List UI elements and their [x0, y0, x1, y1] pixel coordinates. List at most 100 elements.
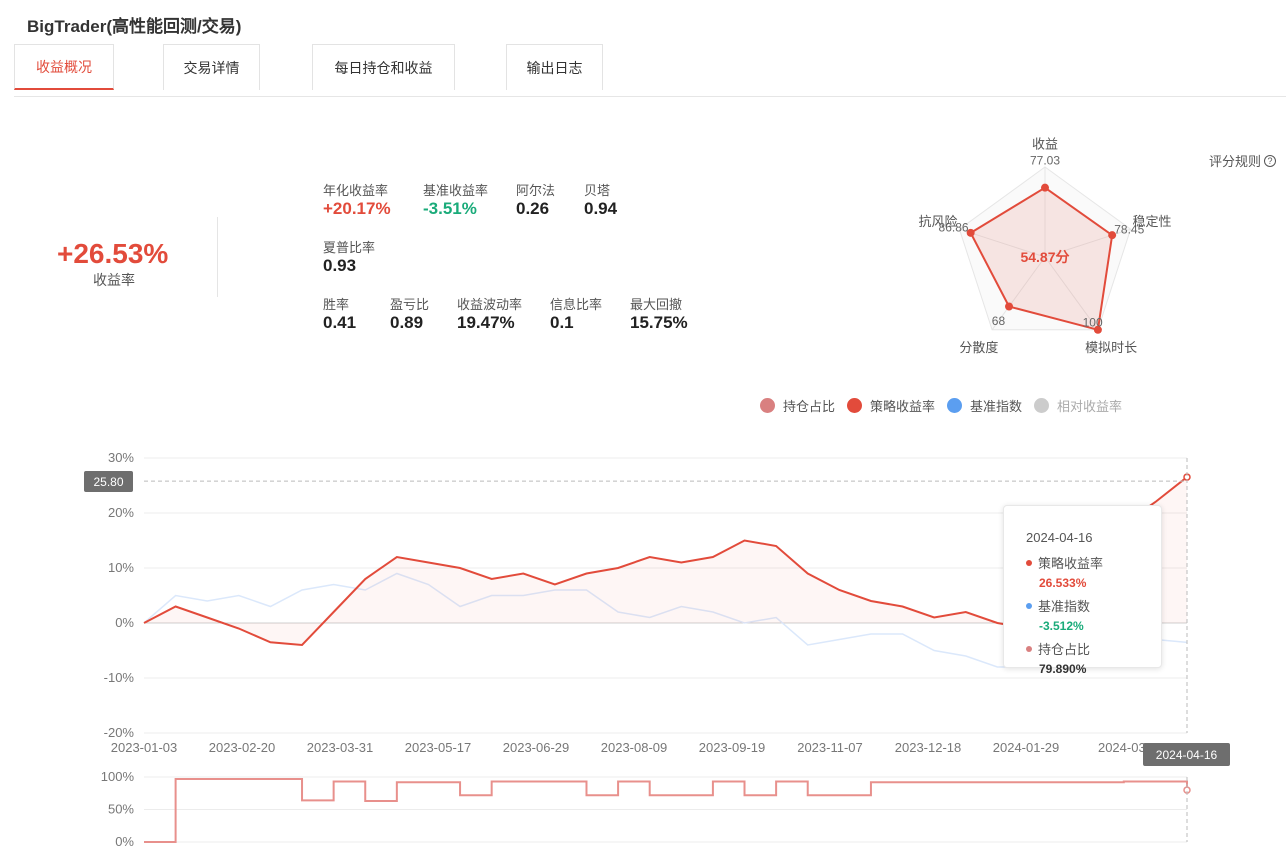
- tab-return-overview[interactable]: 收益概况: [14, 44, 114, 90]
- tooltip-dot: [1026, 602, 1032, 609]
- legend-label: 相对收益率: [1057, 399, 1123, 414]
- tooltip-value: -3.512%: [1039, 619, 1084, 633]
- tab-bar: 收益概况 交易详情 每日持仓和收益 输出日志: [14, 44, 1286, 97]
- metric-annual-return: 年化收益率 +20.17%: [323, 180, 391, 219]
- metric-value: 19.47%: [457, 313, 515, 332]
- metric-value: 15.75%: [630, 313, 688, 332]
- radar-point: [1093, 325, 1102, 334]
- x-tick-label: 2024-01-29: [993, 740, 1060, 755]
- legend-label: 基准指数: [970, 399, 1023, 414]
- radar-point: [966, 228, 975, 237]
- radar-total-score: 54.87分: [1020, 249, 1069, 265]
- crosshair-y-label: 25.80: [84, 471, 133, 492]
- tooltip-date: 2024-04-16: [1026, 530, 1093, 545]
- tooltip-row-strategy: 策略收益率: [1026, 553, 1161, 572]
- series-line-position: [144, 777, 1188, 843]
- y-tick-label: 0%: [115, 615, 134, 630]
- metric-label: 年化收益率: [323, 183, 389, 198]
- legend-item-strategy[interactable]: 策略收益率: [847, 396, 935, 415]
- app-title: BigTrader(高性能回测/交易): [27, 17, 242, 36]
- y-tick-label: -20%: [104, 725, 135, 740]
- radar-value-label: 78.45: [1114, 223, 1144, 237]
- y-tick-label: 0%: [115, 834, 134, 849]
- x-tick-label: 2023-06-29: [503, 740, 570, 755]
- metric-label: 盈亏比: [390, 297, 430, 312]
- metric-value: 0.1: [550, 313, 574, 332]
- x-tick-label: 2023-05-17: [405, 740, 472, 755]
- question-circle-icon: ?: [1264, 154, 1277, 167]
- metric-label: 信息比率: [550, 297, 603, 312]
- position-ratio-chart[interactable]: 100% 50% 0%: [0, 765, 1286, 851]
- legend-dot: [1034, 398, 1050, 413]
- return-line-chart[interactable]: 30% 20% 10% 0% -10% -20%2023-01-03 2023-02-20 2…: [0, 440, 1286, 765]
- y-tick-label: 20%: [108, 505, 134, 520]
- metric-profit-loss: 盈亏比 0.89: [390, 294, 429, 333]
- chart-tooltip: 2024-04-16 策略收益率 26.533% 基准指数 -3.512% 持仓…: [1003, 505, 1162, 676]
- radar-axis-line: [1044, 228, 1131, 258]
- scoring-rules-link[interactable]: 评分规则 ?: [1209, 151, 1277, 170]
- tooltip-dot: [1026, 645, 1032, 652]
- chart-legend: 持仓占比 策略收益率 基准指数 相对收益率: [760, 396, 1122, 415]
- y-tick-label: 30%: [108, 450, 134, 465]
- y-tick-label: -10%: [104, 670, 135, 685]
- metric-label: 阿尔法: [516, 183, 556, 198]
- legend-label: 策略收益率: [870, 399, 936, 414]
- summary-divider: [217, 217, 218, 297]
- x-tick-label: 2023-09-19: [699, 740, 766, 755]
- metric-label: 基准收益率: [423, 183, 489, 198]
- radar-axis-line: [1044, 256, 1099, 331]
- tooltip-row-position: 持仓占比: [1026, 639, 1161, 658]
- metric-value: 0.94: [584, 199, 618, 218]
- radar-axis-line: [991, 256, 1046, 331]
- tooltip-value: 79.890%: [1039, 662, 1087, 676]
- radar-value-label: 100: [1083, 316, 1103, 330]
- y-tick-label: 10%: [108, 560, 134, 575]
- legend-dot: [847, 398, 863, 413]
- metric-info-ratio: 信息比率 0.1: [550, 294, 602, 333]
- metric-alpha: 阿尔法 0.26: [516, 180, 555, 219]
- tooltip-label: 基准指数: [1038, 599, 1091, 614]
- radar-axis-name: 稳定性: [1132, 214, 1171, 229]
- metric-label: 收益波动率: [457, 297, 523, 312]
- legend-label: 持仓占比: [783, 399, 836, 414]
- legend-dot: [947, 398, 963, 413]
- metric-label: 胜率: [323, 297, 350, 312]
- total-return-label: 收益率: [93, 272, 135, 288]
- tab-daily-positions[interactable]: 每日持仓和收益: [312, 44, 455, 90]
- radar-value-label: 68: [992, 314, 1006, 328]
- tab-output-log[interactable]: 输出日志: [506, 44, 603, 90]
- scoring-rules-label: 评分规则: [1209, 154, 1262, 169]
- total-return-value: +26.53%: [57, 238, 169, 269]
- metric-benchmark-return: 基准收益率 -3.51%: [423, 180, 488, 219]
- x-tick-label: 2023-11-07: [797, 740, 863, 755]
- metric-label: 最大回撤: [630, 297, 683, 312]
- crosshair-x-label: 2024-04-16: [1143, 743, 1230, 766]
- metric-label: 贝塔: [584, 183, 611, 198]
- x-tick-label: 2023-01-03: [111, 740, 178, 755]
- radar-score-area: [969, 186, 1114, 332]
- x-tick-label: 2023-03-31: [307, 740, 374, 755]
- legend-dot: [760, 398, 775, 413]
- radar-axis-name: 收益: [1032, 137, 1058, 152]
- metric-value: 0.41: [323, 313, 357, 332]
- series-area-strategy: [144, 477, 1187, 645]
- radar-point: [1005, 302, 1014, 311]
- tooltip-value: 26.533%: [1039, 576, 1087, 590]
- metric-sharpe: 夏普比率 0.93: [323, 237, 375, 276]
- radar-point: [1041, 183, 1049, 192]
- radar-point: [1108, 231, 1117, 240]
- metric-value: +20.17%: [323, 199, 391, 218]
- tab-trade-details[interactable]: 交易详情: [163, 44, 260, 90]
- metric-value: 0.89: [390, 313, 424, 332]
- x-tick-label: 2024-03-: [1098, 740, 1150, 755]
- legend-item-benchmark[interactable]: 基准指数: [947, 396, 1022, 415]
- y-tick-label: 100%: [101, 769, 135, 784]
- legend-item-position[interactable]: 持仓占比: [760, 396, 835, 415]
- metric-value: 0.26: [516, 199, 550, 218]
- legend-item-relative[interactable]: 相对收益率: [1034, 396, 1122, 415]
- radar-value-label: 86.86: [939, 220, 969, 234]
- metric-value: 0.93: [323, 256, 357, 275]
- radar-value-label: 77.03: [1030, 154, 1060, 168]
- tooltip-label: 策略收益率: [1038, 556, 1104, 571]
